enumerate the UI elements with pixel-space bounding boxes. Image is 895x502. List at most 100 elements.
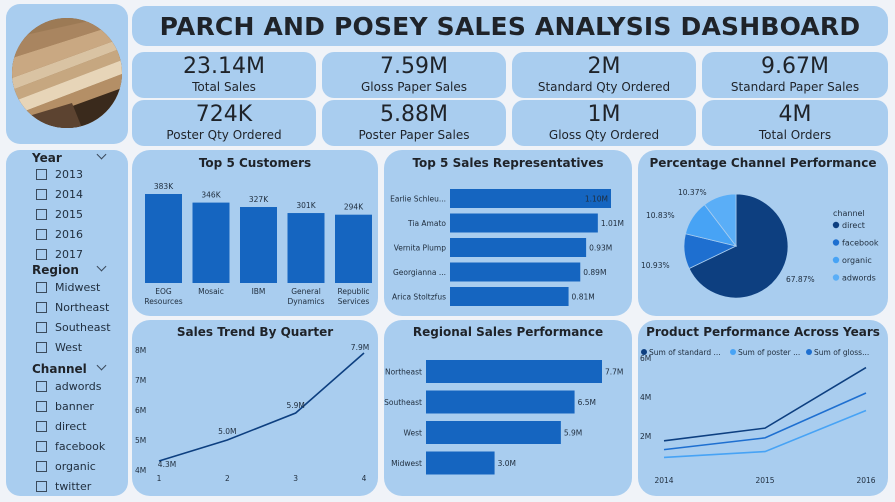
bar-2 <box>426 421 561 444</box>
data-label-1: 6.5M <box>578 398 596 407</box>
channel-option-direct[interactable]: direct <box>36 420 86 433</box>
category-label-0: EOG Resources <box>144 287 182 306</box>
checkbox[interactable] <box>36 249 47 260</box>
paper-stack-logo <box>12 18 122 128</box>
option-label: adwords <box>55 380 102 393</box>
year-option-2015[interactable]: 2015 <box>36 208 83 221</box>
category-label-1: Southeast <box>384 398 422 407</box>
data-label-4: 0.81M <box>572 293 595 302</box>
series-line-2 <box>663 392 867 451</box>
checkbox[interactable] <box>36 342 47 353</box>
region-option-southeast[interactable]: Southeast <box>36 321 111 334</box>
data-label-1: 10.93% <box>641 261 670 270</box>
checkbox[interactable] <box>36 381 47 392</box>
kpi-label: Standard Qty Ordered <box>537 80 671 94</box>
bar-0 <box>426 360 602 383</box>
x-tick-0: 2014 <box>654 476 673 485</box>
category-label-line: Dynamics <box>288 297 325 306</box>
year-option-2016[interactable]: 2016 <box>36 228 83 241</box>
legend-label-1: facebook <box>842 239 879 248</box>
top-customers-chart: Top 5 Customers 383K EOG Resources 346K Mosa… <box>132 150 378 316</box>
year-option-2013[interactable]: 2013 <box>36 168 83 181</box>
kpi-value: 7.59M <box>380 54 448 79</box>
option-label: 2013 <box>55 168 83 181</box>
bar-0 <box>450 189 611 208</box>
data-label-3: 301K <box>296 201 316 210</box>
checkbox[interactable] <box>36 169 47 180</box>
checkbox[interactable] <box>36 322 47 333</box>
kpi-poster-qty-ordered: 724K Poster Qty Ordered <box>132 100 316 146</box>
kpi-value: 724K <box>195 102 253 127</box>
category-label-3: General Dynamics <box>288 287 325 306</box>
series-line <box>158 352 365 462</box>
x-tick-1: 2 <box>225 474 230 483</box>
top-customers-svg: 383K EOG Resources 346K Mosaic 327K IBM 301K Gen… <box>144 182 372 306</box>
kpi-value: 2M <box>587 54 621 79</box>
channel-option-facebook[interactable]: facebook <box>36 440 105 453</box>
option-label: 2016 <box>55 228 83 241</box>
channel-performance-svg: 67.87% 10.93% 10.83% 10.37% channel direct fac… <box>641 188 879 299</box>
data-label-2: 327K <box>249 195 269 204</box>
y-tick-1: 5M <box>135 436 146 445</box>
y-tick-2: 6M <box>135 406 146 415</box>
checkbox[interactable] <box>36 302 47 313</box>
chart-title: Sales Trend By Quarter <box>176 325 334 339</box>
kpi-value: 5.88M <box>380 102 448 127</box>
chart-title: Regional Sales Performance <box>412 325 604 339</box>
regional-sales-svg: Northeast 7.7M Southeast 6.5M West 5.9M Midwes… <box>384 360 623 475</box>
dashboard-title: PARCH AND POSEY SALES ANALYSIS DASHBOARD <box>159 11 861 41</box>
data-label-0: 383K <box>154 182 174 191</box>
checkbox[interactable] <box>36 189 47 200</box>
category-label-1: Mosaic <box>198 287 224 296</box>
checkbox[interactable] <box>36 401 47 412</box>
data-label-3: 0.89M <box>583 268 606 277</box>
legend-marker-2 <box>806 349 812 355</box>
category-label-line: IBM <box>252 287 266 296</box>
checkbox[interactable] <box>36 421 47 432</box>
checkbox[interactable] <box>36 461 47 472</box>
legend-label-1: Sum of poster ... <box>738 348 800 357</box>
region-option-northeast[interactable]: Northeast <box>36 301 109 314</box>
channel-option-organic[interactable]: organic <box>36 460 96 473</box>
data-label-4: 294K <box>344 203 364 212</box>
year-option-2014[interactable]: 2014 <box>36 188 83 201</box>
bar-3 <box>287 213 325 283</box>
category-label-1: Tia Amato <box>407 219 446 228</box>
option-label: Northeast <box>55 301 110 314</box>
kpi-gloss-qty-ordered: 1M Gloss Qty Ordered <box>512 100 696 146</box>
data-label-1: 1.01M <box>601 219 624 228</box>
year-option-2017[interactable]: 2017 <box>36 248 83 261</box>
checkbox[interactable] <box>36 481 47 492</box>
kpi-value: 23.14M <box>183 54 265 79</box>
kpi-value: 9.67M <box>761 54 829 79</box>
data-label-1: 5.0M <box>218 427 236 436</box>
region-option-midwest[interactable]: Midwest <box>36 281 100 294</box>
channel-slicer-title: Channel <box>32 362 87 376</box>
category-label-0: Northeast <box>385 368 422 377</box>
region-option-west[interactable]: West <box>36 341 82 354</box>
y-tick-3: 7M <box>135 376 146 385</box>
channel-option-twitter[interactable]: twitter <box>36 480 91 493</box>
category-label-line: EOG <box>155 287 172 296</box>
filter-panel: Year 2013 2014 2015 2016 2017 Region Mid… <box>6 149 128 496</box>
dashboard-title-panel: PARCH AND POSEY SALES ANALYSIS DASHBOARD <box>132 6 888 46</box>
chevron-down-icon[interactable] <box>96 149 107 160</box>
checkbox[interactable] <box>36 282 47 293</box>
chevron-down-icon[interactable] <box>96 360 107 371</box>
legend-marker-0 <box>832 221 840 229</box>
legend-label-3: adwords <box>842 274 876 283</box>
data-label-2: 0.93M <box>589 244 612 253</box>
category-label-line: Resources <box>144 297 182 306</box>
bar-4 <box>450 287 569 306</box>
checkbox[interactable] <box>36 229 47 240</box>
x-tick-1: 2015 <box>755 476 774 485</box>
product-performance-chart: Product Performance Across Years 2M 4M 6M 2… <box>638 320 888 496</box>
chevron-down-icon[interactable] <box>96 261 107 272</box>
channel-option-adwords[interactable]: adwords <box>36 380 102 393</box>
checkbox[interactable] <box>36 441 47 452</box>
category-label-4: Republic Services <box>337 287 369 306</box>
checkbox[interactable] <box>36 209 47 220</box>
option-label: facebook <box>55 440 106 453</box>
channel-option-banner[interactable]: banner <box>36 400 94 413</box>
chart-title: Product Performance Across Years <box>646 325 880 339</box>
